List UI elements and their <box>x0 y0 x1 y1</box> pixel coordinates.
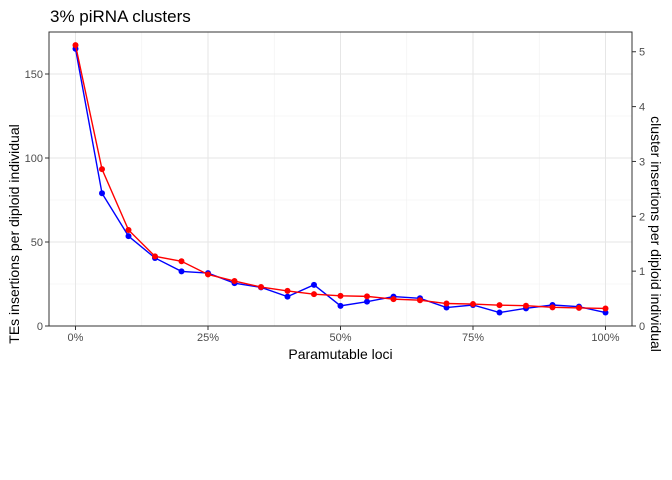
data-point-red <box>258 284 264 291</box>
x-tick-label: 50% <box>329 332 351 344</box>
y-tick-label: 100 <box>25 153 43 165</box>
x-axis-title: Paramutable loci <box>288 346 392 362</box>
data-point-blue <box>602 309 609 316</box>
y2-tick-label: 4 <box>639 102 645 114</box>
data-point-blue <box>337 302 344 309</box>
data-point-red <box>602 305 609 312</box>
data-point-blue <box>125 233 132 240</box>
data-point-blue <box>284 293 291 300</box>
data-point-red <box>496 302 503 309</box>
data-point-red <box>417 297 423 304</box>
data-point-blue <box>364 298 370 305</box>
data-point-red <box>390 296 397 303</box>
data-point-blue <box>311 281 317 288</box>
x-tick-label: 75% <box>462 332 484 344</box>
data-point-red <box>72 42 79 49</box>
data-point-red <box>178 258 185 265</box>
y-tick-label: 50 <box>31 237 43 249</box>
y2-tick-label: 1 <box>639 266 645 278</box>
major-gridlines <box>49 32 632 327</box>
data-point-red <box>364 293 370 300</box>
data-point-red <box>205 271 211 278</box>
data-point-red <box>311 291 317 298</box>
data-point-red <box>576 304 582 311</box>
x-tick-label: 0% <box>68 332 84 344</box>
data-point-red <box>152 253 158 260</box>
y2-tick-label: 3 <box>639 156 645 168</box>
data-point-red <box>231 278 238 285</box>
y-tick-label: 150 <box>25 69 43 81</box>
y2-tick-label: 5 <box>639 47 645 59</box>
data-point-red <box>443 300 450 307</box>
y2-axis-title: cluster insertions per diploid individua… <box>648 116 664 352</box>
series-layer <box>72 42 609 316</box>
data-point-blue <box>178 268 185 275</box>
y2-tick-label: 2 <box>639 211 645 223</box>
chart-title: 3% piRNA clusters <box>50 7 191 26</box>
y-tick-label: 0 <box>37 321 43 333</box>
data-point-red <box>470 301 476 308</box>
data-point-red <box>549 304 556 311</box>
data-point-red <box>99 166 105 173</box>
data-point-red <box>523 302 529 309</box>
data-point-red <box>284 287 291 294</box>
data-point-red <box>337 292 344 299</box>
y2-tick-label: 0 <box>639 321 645 333</box>
axes: 0% 25% 50% 75% 100% 0 50 100 150 0 1 2 3 4 5 <box>25 47 645 344</box>
data-point-blue <box>496 309 503 316</box>
y-axis-title: TEs insertions per diploid individual <box>6 124 22 343</box>
data-point-blue <box>99 190 105 197</box>
data-point-red <box>125 227 132 234</box>
x-tick-label: 100% <box>591 332 619 344</box>
x-tick-label: 25% <box>197 332 219 344</box>
